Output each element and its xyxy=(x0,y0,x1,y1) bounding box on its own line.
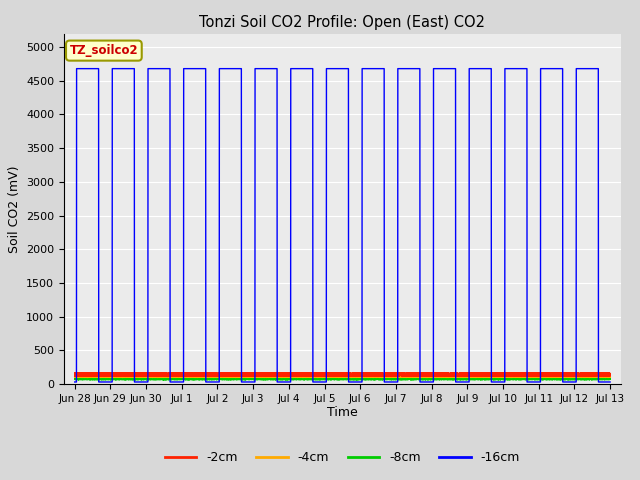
Y-axis label: Soil CO2 (mV): Soil CO2 (mV) xyxy=(8,165,20,252)
Text: TZ_soilco2: TZ_soilco2 xyxy=(70,44,138,57)
Legend: -2cm, -4cm, -8cm, -16cm: -2cm, -4cm, -8cm, -16cm xyxy=(160,446,525,469)
Title: Tonzi Soil CO2 Profile: Open (East) CO2: Tonzi Soil CO2 Profile: Open (East) CO2 xyxy=(200,15,485,30)
X-axis label: Time: Time xyxy=(327,407,358,420)
